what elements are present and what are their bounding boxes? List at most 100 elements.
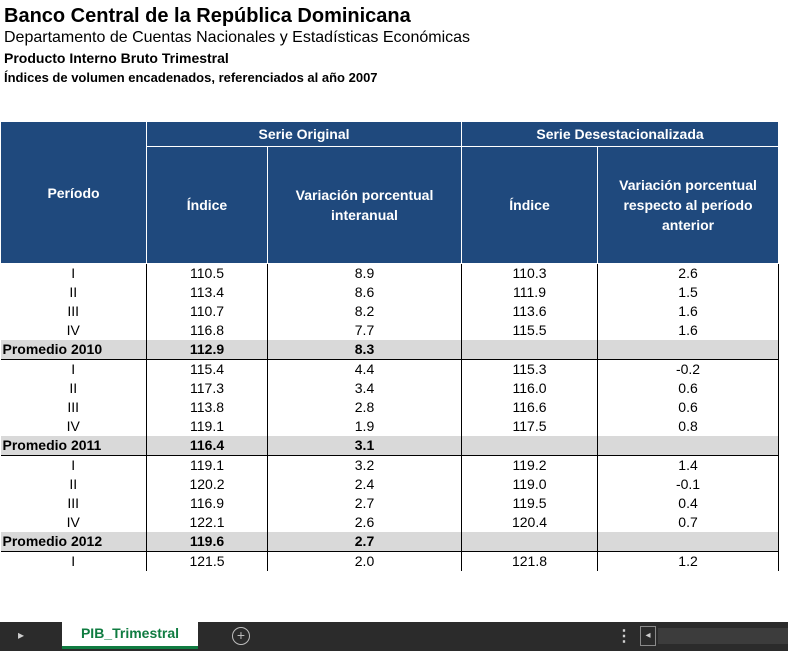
cell-indice-original[interactable]: 119.1 <box>146 417 268 436</box>
cell-periodo[interactable]: III <box>0 398 147 417</box>
cell-indice-original[interactable]: 112.9 <box>146 340 268 360</box>
cell-indice-desestacionalizado[interactable] <box>461 436 599 456</box>
cell-periodo[interactable]: Promedio 2011 <box>0 436 147 456</box>
cell-indice-desestacionalizado[interactable]: 120.4 <box>461 513 599 532</box>
cell-periodo[interactable]: II <box>0 283 147 302</box>
cell-periodo[interactable]: I <box>0 263 147 283</box>
cell-indice-desestacionalizado[interactable]: 119.2 <box>461 455 599 475</box>
tab-nav-right-icon[interactable]: ▸ <box>18 628 25 642</box>
cell-periodo[interactable]: I <box>0 551 147 571</box>
cell-periodo[interactable]: I <box>0 455 147 475</box>
header-serie-desestacionalizada[interactable]: Serie Desestacionalizada <box>461 121 780 147</box>
cell-periodo[interactable]: II <box>0 475 147 494</box>
cell-indice-original[interactable]: 115.4 <box>146 359 268 379</box>
cell-indice-desestacionalizado[interactable] <box>461 340 599 360</box>
cell-variacion-anterior[interactable]: 0.8 <box>597 417 780 436</box>
cell-indice-original[interactable]: 113.8 <box>146 398 268 417</box>
cell-indice-original[interactable]: 122.1 <box>146 513 268 532</box>
cell-indice-original[interactable]: 113.4 <box>146 283 268 302</box>
cell-variacion-anterior[interactable]: 0.7 <box>597 513 780 532</box>
cell-indice-original[interactable]: 110.5 <box>146 263 268 283</box>
cell-variacion-interanual[interactable]: 4.4 <box>267 359 463 379</box>
cell-variacion-interanual[interactable]: 8.2 <box>267 302 463 321</box>
cell-indice-desestacionalizado[interactable]: 116.0 <box>461 379 599 398</box>
cell-variacion-anterior[interactable]: 2.6 <box>597 263 780 283</box>
cell-periodo[interactable]: II <box>0 379 147 398</box>
cell-variacion-anterior[interactable]: -0.2 <box>597 359 780 379</box>
cell-indice-desestacionalizado[interactable]: 110.3 <box>461 263 599 283</box>
table-row: IV 122.1 2.6 120.4 0.7 <box>0 513 780 532</box>
table-row: III 116.9 2.7 119.5 0.4 <box>0 494 780 513</box>
cell-variacion-anterior[interactable]: 1.4 <box>597 455 780 475</box>
cell-periodo[interactable]: I <box>0 359 147 379</box>
cell-variacion-interanual[interactable]: 3.4 <box>267 379 463 398</box>
cell-variacion-anterior[interactable]: 1.6 <box>597 302 780 321</box>
header-periodo[interactable]: Período <box>0 121 147 264</box>
cell-periodo[interactable]: IV <box>0 513 147 532</box>
cell-variacion-anterior[interactable]: 0.6 <box>597 398 780 417</box>
cell-periodo[interactable]: Promedio 2012 <box>0 532 147 552</box>
cell-periodo[interactable]: IV <box>0 321 147 340</box>
cell-indice-desestacionalizado[interactable]: 111.9 <box>461 283 599 302</box>
cell-indice-desestacionalizado[interactable]: 115.5 <box>461 321 599 340</box>
cell-variacion-interanual[interactable]: 1.9 <box>267 417 463 436</box>
cell-variacion-interanual[interactable]: 2.8 <box>267 398 463 417</box>
cell-indice-desestacionalizado[interactable] <box>461 532 599 552</box>
cell-variacion-anterior[interactable]: 1.2 <box>597 551 780 571</box>
cell-variacion-interanual[interactable]: 3.1 <box>267 436 463 456</box>
header-indice-desestacionalizado[interactable]: Índice <box>461 146 599 264</box>
more-options-icon[interactable]: ⋮ <box>616 628 632 645</box>
cell-indice-desestacionalizado[interactable]: 117.5 <box>461 417 599 436</box>
gdp-table-container: Período Serie Original Serie Desestacion… <box>0 121 780 571</box>
cell-indice-original[interactable]: 110.7 <box>146 302 268 321</box>
cell-indice-desestacionalizado[interactable]: 113.6 <box>461 302 599 321</box>
cell-variacion-anterior[interactable] <box>597 436 780 456</box>
cell-indice-original[interactable]: 116.8 <box>146 321 268 340</box>
cell-indice-desestacionalizado[interactable]: 119.0 <box>461 475 599 494</box>
cell-variacion-anterior[interactable]: -0.1 <box>597 475 780 494</box>
cell-variacion-interanual[interactable]: 3.2 <box>267 455 463 475</box>
cell-variacion-interanual[interactable]: 2.7 <box>267 532 463 552</box>
cell-variacion-interanual[interactable]: 2.0 <box>267 551 463 571</box>
cell-variacion-interanual[interactable]: 2.7 <box>267 494 463 513</box>
cell-indice-original[interactable]: 120.2 <box>146 475 268 494</box>
table-row: III 113.8 2.8 116.6 0.6 <box>0 398 780 417</box>
header-serie-original[interactable]: Serie Original <box>145 121 463 147</box>
cell-variacion-anterior[interactable]: 1.6 <box>597 321 780 340</box>
cell-variacion-interanual[interactable]: 8.6 <box>267 283 463 302</box>
header-variacion-periodo-anterior[interactable]: Variación porcentual respecto al período… <box>597 146 780 264</box>
cell-variacion-anterior[interactable] <box>597 340 780 360</box>
table-row: I 121.5 2.0 121.8 1.2 <box>0 551 780 571</box>
cell-indice-original[interactable]: 116.9 <box>146 494 268 513</box>
cell-variacion-anterior[interactable] <box>597 532 780 552</box>
cell-indice-desestacionalizado[interactable]: 116.6 <box>461 398 599 417</box>
cell-variacion-anterior[interactable]: 0.6 <box>597 379 780 398</box>
cell-variacion-anterior[interactable]: 0.4 <box>597 494 780 513</box>
cell-indice-original[interactable]: 121.5 <box>146 551 268 571</box>
horizontal-scrollbar[interactable] <box>658 628 788 644</box>
header-indice-original[interactable]: Índice <box>146 146 268 264</box>
scroll-left-icon[interactable]: ◂ <box>640 626 656 646</box>
sheet-tab-pib-trimestral[interactable]: PIB_Trimestral <box>62 622 198 649</box>
cell-variacion-interanual[interactable]: 8.3 <box>267 340 463 360</box>
add-sheet-icon[interactable]: + <box>232 627 250 645</box>
cell-variacion-interanual[interactable]: 2.6 <box>267 513 463 532</box>
cell-variacion-interanual[interactable]: 7.7 <box>267 321 463 340</box>
cell-variacion-interanual[interactable]: 8.9 <box>267 263 463 283</box>
cell-indice-original[interactable]: 116.4 <box>146 436 268 456</box>
cell-indice-desestacionalizado[interactable]: 119.5 <box>461 494 599 513</box>
cell-periodo[interactable]: IV <box>0 417 147 436</box>
cell-variacion-anterior[interactable]: 1.5 <box>597 283 780 302</box>
cell-indice-original[interactable]: 119.6 <box>146 532 268 552</box>
cell-indice-desestacionalizado[interactable]: 121.8 <box>461 551 599 571</box>
cell-variacion-interanual[interactable]: 2.4 <box>267 475 463 494</box>
header-variacion-interanual[interactable]: Variación porcentual interanual <box>266 146 463 264</box>
cell-indice-original[interactable]: 119.1 <box>146 455 268 475</box>
cell-periodo[interactable]: III <box>0 302 147 321</box>
cell-periodo[interactable]: Promedio 2010 <box>0 340 147 360</box>
table-row: I 110.5 8.9 110.3 2.6 <box>0 263 780 283</box>
cell-indice-original[interactable]: 117.3 <box>146 379 268 398</box>
cell-indice-desestacionalizado[interactable]: 115.3 <box>461 359 599 379</box>
cell-periodo[interactable]: III <box>0 494 147 513</box>
table-row: II 120.2 2.4 119.0 -0.1 <box>0 475 780 494</box>
